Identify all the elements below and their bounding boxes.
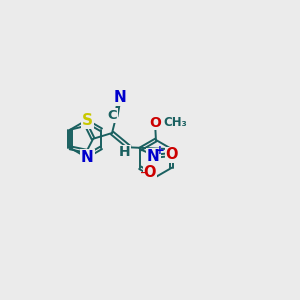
- Text: ⁻: ⁻: [140, 169, 147, 184]
- Text: H: H: [118, 146, 130, 159]
- Text: O: O: [149, 116, 161, 130]
- Text: CH₃: CH₃: [164, 116, 187, 129]
- Text: O: O: [144, 165, 156, 180]
- Text: S: S: [82, 113, 93, 128]
- Text: O: O: [166, 148, 178, 163]
- Text: N: N: [81, 150, 94, 165]
- Text: N: N: [113, 90, 126, 105]
- Text: +: +: [155, 144, 165, 157]
- Text: N: N: [147, 148, 160, 164]
- Text: C: C: [107, 109, 117, 122]
